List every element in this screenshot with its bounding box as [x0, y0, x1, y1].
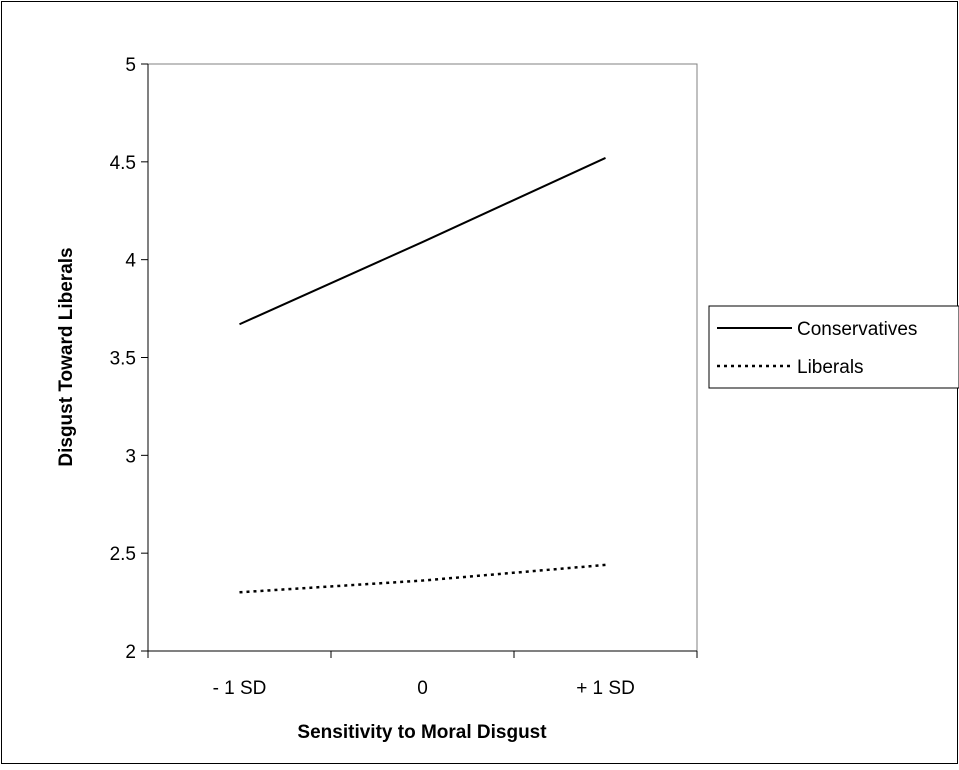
legend: Conservatives Liberals [709, 306, 959, 388]
y-tick-label: 4.5 [110, 153, 136, 174]
x-axis-title: Sensitivity to Moral Disgust [297, 722, 547, 743]
x-tick-label: + 1 SD [576, 678, 635, 699]
x-tick-label: - 1 SD [213, 678, 267, 699]
y-tick-label: 3.5 [110, 349, 136, 370]
legend-label-liberals: Liberals [797, 357, 864, 378]
y-tick-label: 2.5 [110, 544, 136, 565]
y-tick-label: 5 [125, 55, 136, 76]
legend-label-conservatives: Conservatives [797, 319, 917, 340]
y-tick-label: 3 [125, 446, 136, 467]
x-tick-label: 0 [417, 678, 428, 699]
y-tick-label: 4 [125, 251, 136, 272]
y-tick-label: 2 [125, 642, 136, 663]
y-axis-title: Disgust Toward Liberals [56, 247, 77, 466]
